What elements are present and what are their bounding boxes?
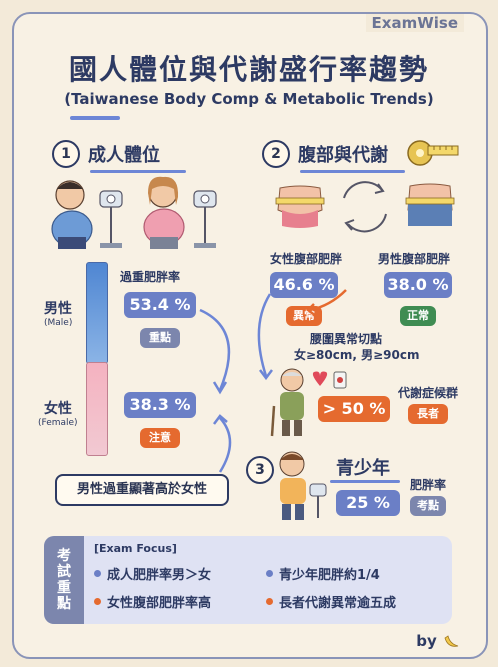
bullet-icon	[94, 570, 101, 577]
focus-item-text: 女性腹部肥胖率高	[107, 596, 212, 611]
male-sublabel: (Male)	[44, 318, 73, 328]
male-label: 男性	[44, 301, 72, 317]
female-tag: 注意	[140, 428, 180, 448]
teen-tag: 考點	[410, 496, 446, 516]
teen-illustration	[279, 451, 327, 520]
section2-number: 2	[262, 140, 290, 168]
section3-title: 青少年	[336, 458, 390, 479]
adults-illustration	[51, 176, 217, 249]
section1-number: 1	[52, 140, 80, 168]
male-abdominal-tag: 正常	[400, 306, 436, 326]
scale-icon	[99, 190, 123, 248]
section2-underline	[300, 170, 405, 173]
gender-note: 男性過重顯著高於女性	[55, 474, 229, 506]
focus-item: 長者代謝異常逾五成	[266, 592, 396, 611]
teen-label: 肥胖率	[410, 478, 447, 492]
exam-focus-side: 考 試 重 點	[44, 536, 84, 624]
scale-icon	[309, 483, 327, 518]
exam-focus-char: 考	[57, 548, 71, 564]
male-rate-badge: 53.4 %	[124, 292, 196, 318]
male-bar	[86, 262, 108, 364]
metabolic-tag: 長者	[408, 404, 448, 424]
footer-by: by	[416, 632, 437, 650]
focus-item: 青少年肥胖約1/4	[266, 564, 380, 583]
section1-header: 1 成人體位	[52, 140, 160, 168]
overweight-rate-label: 過重肥胖率	[120, 270, 181, 284]
section2-header: 2 腹部與代謝	[262, 140, 388, 168]
cutoff-value: 女≥80cm, 男≥90cm	[294, 348, 420, 362]
brand-logo: ExamWise	[365, 14, 464, 32]
cutoff-title: 腰圍異常切點	[310, 332, 383, 346]
section1-title: 成人體位	[88, 145, 160, 166]
section3-underline	[330, 480, 400, 483]
female-label: 女性	[44, 401, 72, 417]
exam-focus-char: 點	[57, 596, 71, 612]
male-abdominal-label: 男性腹部肥胖	[378, 252, 451, 266]
section3-number: 3	[246, 456, 274, 484]
female-bar	[86, 362, 108, 456]
focus-item: 女性腹部肥胖率高	[94, 592, 211, 611]
focus-item: 成人肥胖率男＞女	[94, 564, 211, 583]
comparison-arrow-icon	[199, 308, 232, 473]
female-rate-badge: 38.3 %	[124, 392, 196, 418]
subtitle-underline	[70, 116, 120, 120]
exam-focus-char: 重	[57, 580, 71, 596]
bullet-icon	[266, 598, 273, 605]
female-abdominal-label: 女性腹部肥胖	[270, 252, 343, 266]
metabolic-rate: > 50 %	[318, 396, 390, 422]
heart-icon	[312, 371, 347, 389]
tape-measure-icon	[407, 140, 459, 166]
page-title: 國人體位與代謝盛行率趨勢	[68, 53, 429, 86]
scale-icon	[193, 190, 217, 248]
male-tag: 重點	[140, 328, 180, 348]
female-abdominal-rate: 46.6 %	[270, 272, 338, 298]
footer-credit: by	[416, 632, 460, 650]
teen-rate: 25 %	[336, 490, 400, 516]
focus-item-text: 青少年肥胖約1/4	[279, 568, 380, 583]
banana-icon	[444, 634, 459, 647]
metabolic-label: 代謝症候群	[398, 386, 459, 400]
exam-focus-title: [Exam Focus]	[94, 542, 177, 555]
page-subtitle: (Taiwanese Body Comp & Metabolic Trends)	[64, 90, 434, 108]
elderly-illustration	[270, 368, 304, 437]
bullet-icon	[266, 570, 273, 577]
exam-focus-char: 試	[57, 564, 71, 580]
flow-arrow-icon	[257, 289, 347, 381]
cycle-arrows-icon	[343, 181, 387, 233]
female-sublabel: (Female)	[38, 418, 78, 428]
focus-item-text: 長者代謝異常逾五成	[279, 596, 397, 611]
male-abdominal-rate: 38.0 %	[384, 272, 452, 298]
exam-focus-box: 考 試 重 點 [Exam Focus] 成人肥胖率男＞女 青少年肥胖約1/4 …	[44, 536, 452, 624]
focus-item-text: 成人肥胖率男＞女	[107, 568, 212, 583]
section1-underline	[90, 170, 186, 173]
section2-title: 腹部與代謝	[298, 145, 388, 166]
waist-illustration	[275, 183, 455, 228]
bullet-icon	[94, 598, 101, 605]
